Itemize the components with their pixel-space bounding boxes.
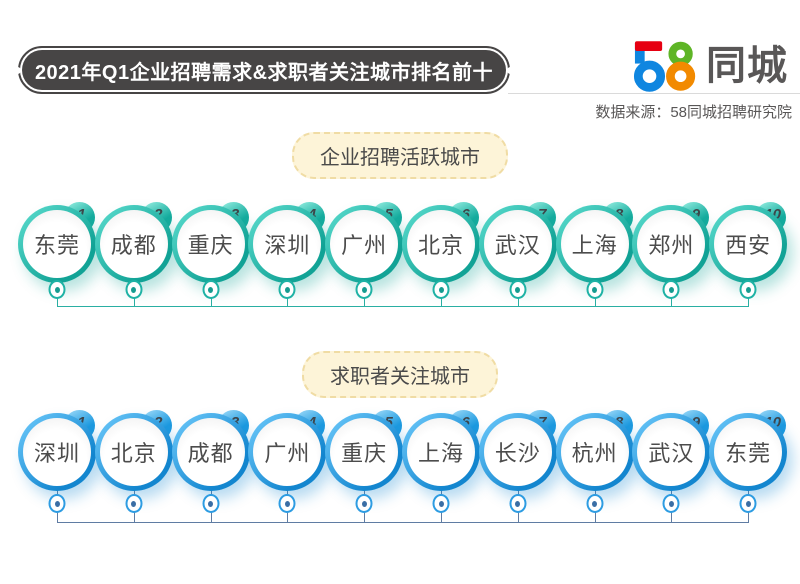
city-name: 长沙 xyxy=(494,441,541,466)
node-marker xyxy=(48,494,66,513)
city-node: 7 武汉 xyxy=(478,202,557,307)
city-name: 重庆 xyxy=(187,233,234,258)
node-marker xyxy=(278,280,296,299)
node-marker xyxy=(586,494,604,513)
node-marker xyxy=(739,494,757,513)
city-name: 成都 xyxy=(187,441,234,466)
city-circle: 东莞 xyxy=(709,413,788,491)
city-name: 上海 xyxy=(417,441,464,466)
city-name: 东莞 xyxy=(33,233,80,258)
city-circle: 郑州 xyxy=(632,205,711,283)
city-node: 6 上海 xyxy=(402,410,480,523)
city-node: 5 广州 xyxy=(325,202,404,307)
title-banner: 2021年Q1企业招聘需求&求职者关注城市排名前十 xyxy=(13,46,515,94)
city-circle: 成都 xyxy=(171,413,250,491)
city-node: 2 北京 xyxy=(94,410,173,523)
node-marker xyxy=(355,280,373,299)
city-node: 5 重庆 xyxy=(325,410,404,523)
city-circle: 上海 xyxy=(402,413,480,491)
city-node: 3 成都 xyxy=(171,410,250,523)
city-name: 郑州 xyxy=(648,233,695,258)
city-node: 8 杭州 xyxy=(555,410,634,523)
city-name: 成都 xyxy=(110,233,157,258)
city-circle: 杭州 xyxy=(555,413,634,491)
city-name: 广州 xyxy=(264,441,311,466)
city-name: 重庆 xyxy=(341,441,388,466)
node-marker xyxy=(509,494,527,513)
city-circle: 北京 xyxy=(402,205,480,283)
connector-line xyxy=(57,306,749,307)
city-circle: 上海 xyxy=(555,205,634,283)
city-node: 4 广州 xyxy=(248,410,327,523)
city-circle: 成都 xyxy=(94,205,173,283)
city-node: 7 长沙 xyxy=(478,410,557,523)
city-name: 广州 xyxy=(341,233,388,258)
city-node: 8 上海 xyxy=(555,202,634,307)
city-circle: 武汉 xyxy=(478,205,557,283)
city-name: 杭州 xyxy=(571,441,618,466)
city-name: 深圳 xyxy=(264,233,311,258)
node-marker xyxy=(662,280,680,299)
header-divider xyxy=(508,93,800,94)
city-name: 深圳 xyxy=(33,441,80,466)
city-circle: 武汉 xyxy=(632,413,711,491)
city-node: 9 武汉 xyxy=(632,410,711,523)
connector-line xyxy=(57,522,749,523)
city-node: 9 郑州 xyxy=(632,202,711,307)
city-node: 1 深圳 xyxy=(18,410,96,523)
city-circle: 深圳 xyxy=(18,413,96,491)
city-circle: 深圳 xyxy=(248,205,327,283)
city-node: 10 西安 xyxy=(709,202,788,307)
city-name: 上海 xyxy=(571,233,618,258)
city-node: 3 重庆 xyxy=(171,202,250,307)
node-marker xyxy=(432,280,450,299)
node-marker xyxy=(432,494,450,513)
node-marker xyxy=(739,280,757,299)
node-marker xyxy=(125,494,143,513)
city-node: 4 深圳 xyxy=(248,202,327,307)
bullet-dot xyxy=(507,66,515,74)
city-circle: 广州 xyxy=(325,205,404,283)
city-name: 武汉 xyxy=(648,441,695,466)
node-marker xyxy=(509,280,527,299)
bullet-dot xyxy=(13,66,21,74)
city-circle: 重庆 xyxy=(325,413,404,491)
city-node: 2 成都 xyxy=(94,202,173,307)
brand-logo: 同城 xyxy=(633,40,788,92)
city-circle: 东莞 xyxy=(18,205,96,283)
city-name: 武汉 xyxy=(494,233,541,258)
node-marker xyxy=(586,280,604,299)
node-marker xyxy=(662,494,680,513)
page-title: 2021年Q1企业招聘需求&求职者关注城市排名前十 xyxy=(34,61,494,84)
city-name: 北京 xyxy=(417,233,464,258)
city-circle: 北京 xyxy=(94,413,173,491)
city-circle: 长沙 xyxy=(478,413,557,491)
city-name: 北京 xyxy=(110,441,157,466)
node-marker xyxy=(202,494,220,513)
brand-name: 同城 xyxy=(706,44,788,88)
city-circle: 重庆 xyxy=(171,205,250,283)
node-marker xyxy=(355,494,373,513)
node-marker xyxy=(48,280,66,299)
city-node: 1 东莞 xyxy=(18,202,96,307)
data-source: 数据来源：58同城招聘研究院 xyxy=(595,104,792,121)
city-node: 6 北京 xyxy=(402,202,480,307)
city-name: 东莞 xyxy=(725,441,772,466)
node-marker xyxy=(278,494,296,513)
section-label-jobseeker: 求职者关注城市 xyxy=(302,351,498,398)
node-marker xyxy=(202,280,220,299)
node-marker xyxy=(125,280,143,299)
section-label-enterprise: 企业招聘活跃城市 xyxy=(292,132,508,179)
city-circle: 西安 xyxy=(709,205,788,283)
title-banner-inner: 2021年Q1企业招聘需求&求职者关注城市排名前十 xyxy=(13,50,515,90)
logo-58-icon xyxy=(633,41,696,92)
city-name: 西安 xyxy=(725,233,772,258)
city-circle: 广州 xyxy=(248,413,327,491)
city-node: 10 东莞 xyxy=(709,410,788,523)
